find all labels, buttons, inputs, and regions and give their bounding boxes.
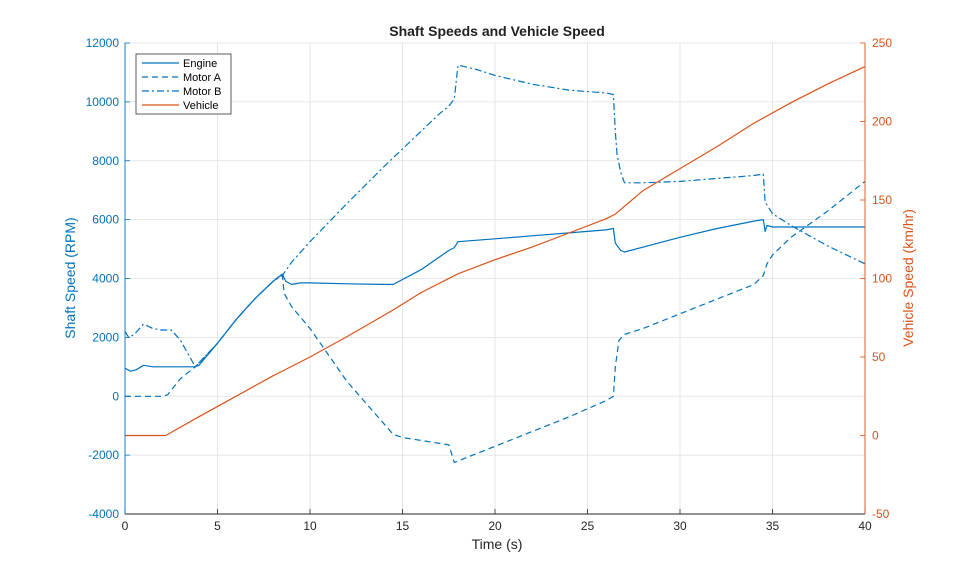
x-tick-label: 20 [488, 519, 502, 533]
legend-label-vehicle: Vehicle [183, 100, 218, 112]
legend-label-motor-a: Motor A [183, 72, 222, 84]
chart-title: Shaft Speeds and Vehicle Speed [389, 23, 605, 39]
y-left-tick-label: 6000 [92, 213, 119, 227]
series-line-vehicle [125, 66, 866, 437]
series-line-motor-b [124, 64, 866, 368]
y-right-tick-label: 250 [872, 36, 892, 50]
y-left-tick-label: 10000 [86, 95, 120, 109]
series-line-motor-a [125, 180, 866, 464]
y-left-tick-label: 4000 [92, 272, 119, 286]
x-tick-label: 40 [858, 519, 872, 533]
y-left-tick-label: -2000 [88, 448, 119, 462]
x-tick-label: 5 [214, 519, 221, 533]
legend-label-motor-b: Motor B [183, 86, 222, 98]
x-tick-label: 10 [303, 519, 317, 533]
y-left-tick-label: 0 [112, 389, 119, 403]
x-tick-label: 35 [766, 519, 780, 533]
y-axis-left-title: Shaft Speed (RPM) [62, 217, 78, 338]
y-right-tick-label: 100 [872, 272, 892, 286]
y-right-tick-label: 200 [872, 115, 892, 129]
x-axis-title: Time (s) [472, 536, 523, 552]
y-right-tick-label: 0 [872, 429, 879, 443]
series-lines [124, 64, 866, 464]
x-tick-label: 15 [396, 519, 410, 533]
y-right-tick-label: 150 [872, 193, 892, 207]
legend-box [135, 53, 232, 115]
legend: Engine Motor A Motor B Vehicle [135, 53, 232, 115]
series-line-engine [124, 219, 865, 372]
y-left-tick-label: 2000 [92, 330, 119, 344]
y-left-tick-label: 12000 [86, 36, 120, 50]
y-left-tick-label: -4000 [88, 507, 119, 521]
x-tick-label: 30 [673, 519, 687, 533]
y-right-tick-label: -50 [872, 507, 890, 521]
grid [124, 42, 866, 515]
tick-labels: 0 5 10 15 20 25 30 35 40-4000-200002000400060008… [86, 36, 893, 533]
x-tick-label: 0 [122, 519, 129, 533]
y-axis-right-title: Vehicle Speed (km/hr) [900, 209, 916, 347]
axes [124, 42, 866, 515]
y-right-tick-label: 50 [872, 350, 886, 364]
legend-label-engine: Engine [183, 58, 217, 70]
x-tick-label: 25 [581, 519, 595, 533]
y-left-tick-label: 8000 [92, 154, 119, 168]
